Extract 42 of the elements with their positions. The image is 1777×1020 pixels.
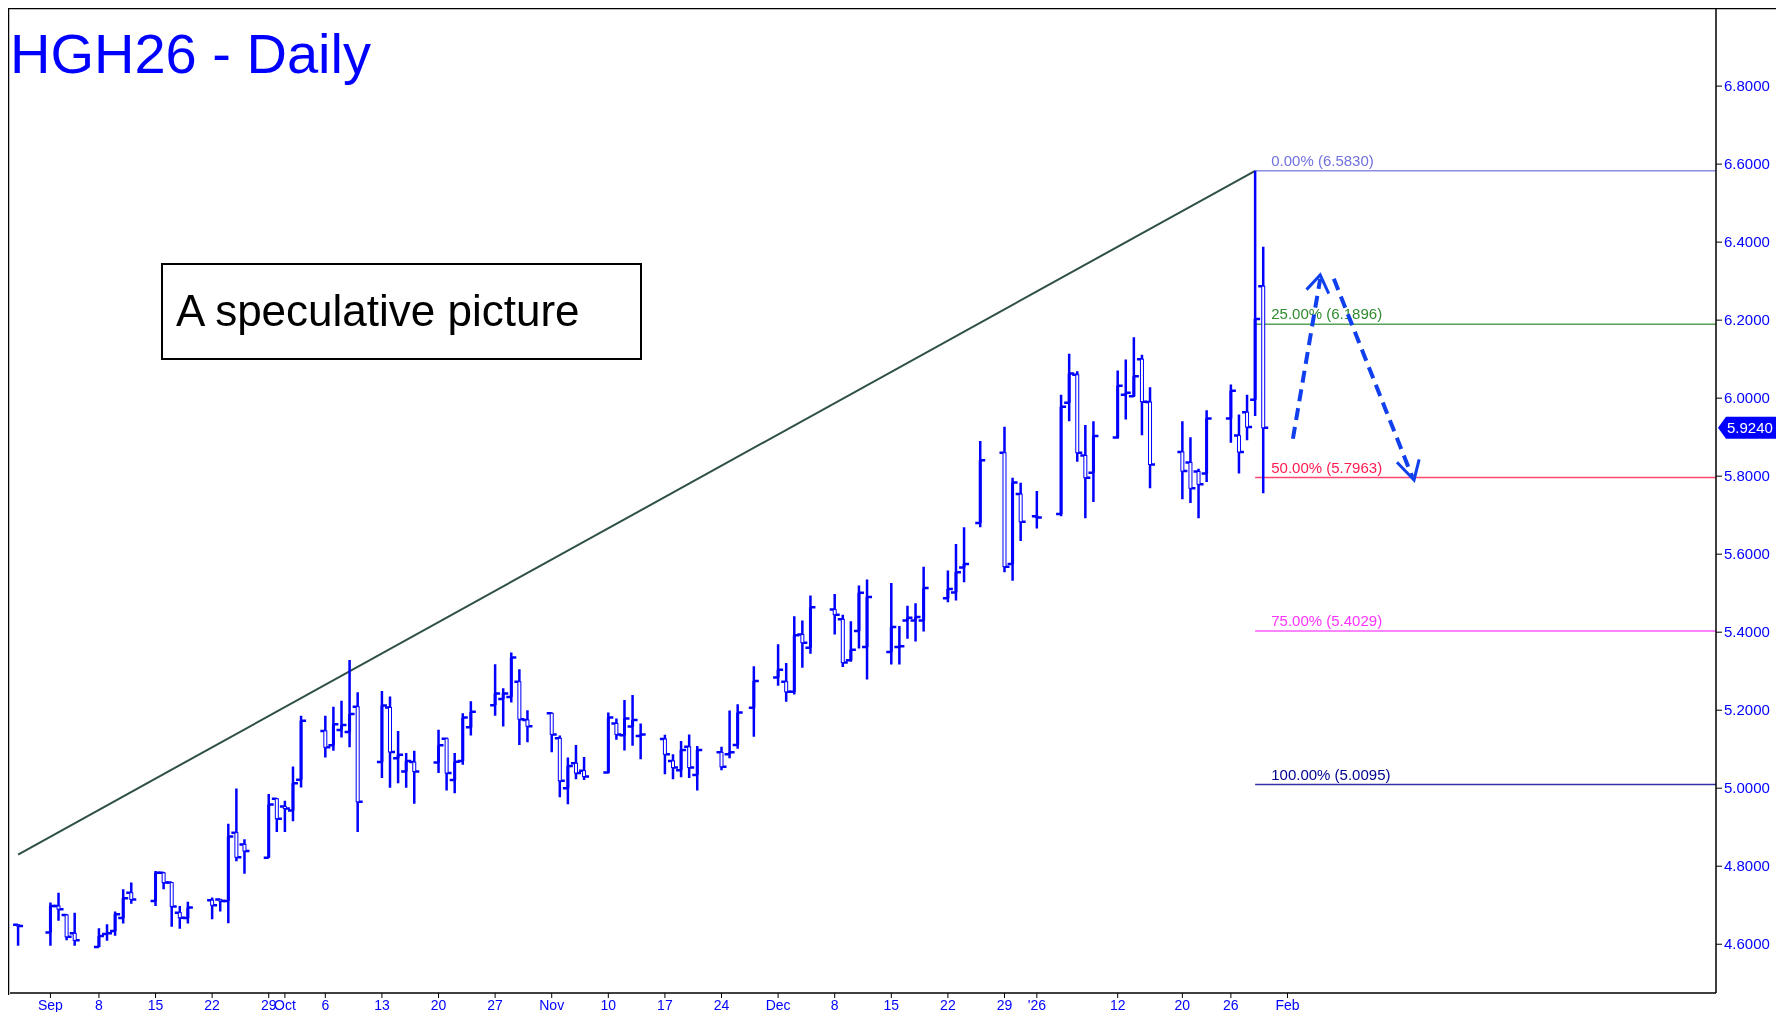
ref-line-label: 100.00% (5.0095) — [1271, 765, 1391, 783]
y-tick-label: 6.2000 — [1724, 311, 1770, 329]
x-tick-label: Dec — [765, 997, 791, 1013]
x-tick-label: 15 — [147, 997, 164, 1013]
x-tick-label: 20 — [1174, 997, 1191, 1013]
y-tick-label: 5.2000 — [1724, 701, 1770, 719]
y-tick-label: 5.6000 — [1724, 545, 1770, 563]
x-tick-label: '26 — [1027, 997, 1047, 1013]
x-tick-label: 22 — [940, 997, 956, 1013]
x-tick-label: 10 — [600, 997, 617, 1013]
ref-line-label: 50.00% (5.7963) — [1271, 458, 1383, 476]
y-tick-label: 5.8000 — [1724, 467, 1770, 485]
text: 5.9240 — [1727, 418, 1773, 436]
annotation: A speculative picture — [176, 286, 580, 335]
x-tick-label: Nov — [539, 997, 565, 1013]
x-tick-label: 22 — [204, 997, 221, 1013]
x-tick-label: 27 — [487, 997, 504, 1013]
x-tick-label: 8 — [95, 997, 104, 1013]
x-tick-label: 13 — [374, 997, 390, 1013]
ref-line-label: 25.00% (6.1896) — [1271, 305, 1383, 323]
y-tick-label: 6.8000 — [1724, 77, 1770, 95]
y-tick-label: 4.8000 — [1724, 857, 1770, 875]
x-tick-label: 24 — [713, 997, 730, 1013]
y-tick-label: 6.4000 — [1724, 233, 1770, 251]
y-tick-label: 5.0000 — [1724, 779, 1770, 797]
y-tick-label: 6.6000 — [1724, 155, 1770, 173]
ref-line-label: 75.00% (5.4029) — [1271, 612, 1383, 630]
x-tick-label: 12 — [1109, 997, 1126, 1013]
x-tick-label: 20 — [430, 997, 447, 1013]
x-tick-label: 26 — [1223, 997, 1239, 1013]
x-tick-label: Feb — [1275, 997, 1300, 1013]
y-tick-label: 6.0000 — [1724, 389, 1770, 407]
x-tick-label: 29 — [996, 997, 1013, 1013]
x-tick-label: 6 — [321, 997, 330, 1013]
chart-title: HGH26 - Daily — [10, 22, 371, 85]
y-tick-label: 5.4000 — [1724, 623, 1770, 641]
x-tick-label: 15 — [883, 997, 900, 1013]
x-tick-label: 17 — [657, 997, 673, 1013]
x-tick-label: Sep — [37, 997, 64, 1013]
y-tick-label: 4.6000 — [1724, 935, 1770, 953]
ref-line-label: 0.00% (6.5830) — [1271, 151, 1374, 169]
x-tick-label: 8 — [830, 997, 839, 1013]
